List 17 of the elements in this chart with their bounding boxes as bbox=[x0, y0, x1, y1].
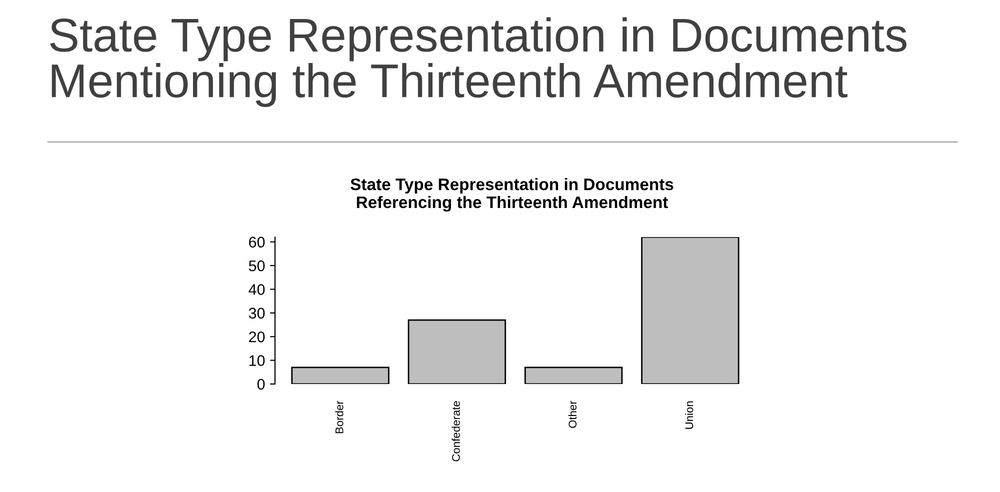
bar bbox=[408, 319, 506, 384]
x-tick-label: Border bbox=[335, 400, 344, 434]
y-tick-label: 30 bbox=[248, 308, 265, 319]
y-tick-label: 0 bbox=[257, 378, 265, 390]
chart-subtitle: State Type Representation in Documents Referencing the Thirteenth Amendment bbox=[350, 178, 674, 212]
chart-title: State Type Representation in Documents Mentioning the Thirteenth Amendment bbox=[50, 17, 906, 107]
y-tick-label: 20 bbox=[249, 332, 265, 342]
x-tick-label: Confederate bbox=[452, 401, 460, 462]
x-tick-label: Union bbox=[685, 401, 694, 429]
y-tick-label: 40 bbox=[248, 284, 265, 295]
y-tick-label: 60 bbox=[249, 236, 265, 248]
y-tick-label: 10 bbox=[249, 355, 265, 366]
x-tick-label: Other bbox=[568, 400, 577, 428]
bar bbox=[641, 237, 740, 384]
y-tick-label: 50 bbox=[248, 260, 265, 272]
bar bbox=[524, 366, 623, 384]
bar bbox=[291, 366, 390, 384]
